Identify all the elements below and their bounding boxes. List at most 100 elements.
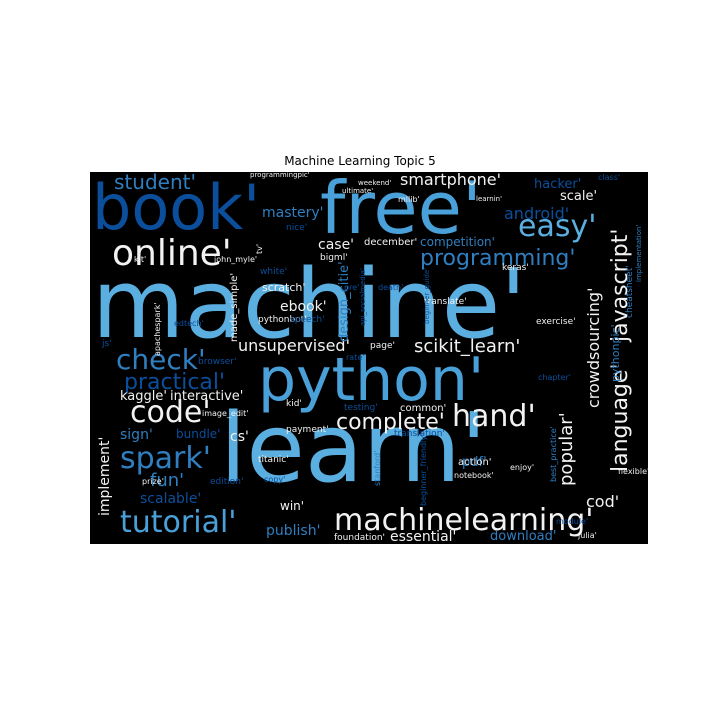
- cloud-word: cod': [586, 492, 620, 511]
- cloud-word: keras': [502, 263, 529, 273]
- cloud-word: python': [258, 345, 485, 415]
- cloud-word: essential': [390, 529, 457, 544]
- cloud-word: copy': [264, 475, 286, 484]
- cloud-word: tutorial': [120, 505, 237, 540]
- cloud-word: john_myle': [214, 255, 258, 264]
- cloud-word: tv': [255, 243, 264, 254]
- cloud-word: white': [260, 267, 288, 277]
- cloud-word: stanford': [373, 450, 382, 486]
- cloud-word: notebook': [454, 471, 494, 480]
- cloud-word: android': [504, 204, 570, 223]
- cloud-word: death': [378, 283, 404, 292]
- cloud-word: implement': [97, 436, 113, 516]
- cloud-word: nice': [286, 223, 308, 233]
- cloud-word: pdf': [462, 455, 487, 470]
- cloud-word: julia': [578, 531, 597, 540]
- cloud-word: bigml': [320, 253, 348, 263]
- cloud-word: scratch': [262, 281, 306, 294]
- cloud-word: programming': [420, 246, 576, 271]
- cloud-word: weekend': [358, 179, 392, 187]
- cloud-word: beginner_guide': [423, 267, 431, 324]
- cloud-word: check': [116, 343, 206, 376]
- cloud-word: case': [318, 237, 355, 253]
- cloud-word: kid': [286, 399, 302, 409]
- cloud-word: api_socialmedia': [359, 268, 367, 326]
- cloud-word: crowdsourcing': [584, 287, 603, 408]
- cloud-word: sign': [120, 427, 153, 443]
- cloud-word: learn': [220, 394, 487, 504]
- cloud-word: programmingpic': [250, 172, 310, 179]
- cloud-word: mastery': [262, 205, 324, 221]
- cloud-word: browser': [198, 357, 237, 367]
- cloud-word: best_practice': [549, 426, 558, 482]
- cloud-word: machine': [92, 250, 527, 360]
- cloud-word: hand': [452, 399, 536, 434]
- cloud-word: book': [92, 172, 261, 244]
- cloud-word: scalable': [140, 491, 202, 507]
- cloud-word: class': [598, 173, 621, 182]
- cloud-word: competition': [420, 235, 495, 249]
- cloud-word: made_simple': [229, 272, 240, 342]
- cloud-word: speech': [290, 315, 325, 325]
- cloud-word: pre': [344, 283, 360, 292]
- cloud-word: ebook': [280, 299, 327, 315]
- word-cloud: machine' learn' book' free' python' online' ea…: [90, 172, 648, 544]
- cloud-word: module': [556, 517, 589, 526]
- cloud-word: code': [130, 395, 211, 430]
- cloud-word: design_citie': [337, 261, 352, 342]
- cloud-word: win': [280, 499, 305, 513]
- cloud-word: kaggle': [120, 389, 167, 404]
- cloud-word: flexible': [618, 467, 648, 476]
- cloud-word: prize': [142, 477, 164, 486]
- cloud-word: image_edit': [202, 409, 249, 418]
- cloud-word: apachespark': [153, 302, 162, 356]
- cloud-word: foundation': [334, 533, 386, 543]
- cloud-word: download': [490, 529, 557, 544]
- cloud-word: easy': [518, 209, 597, 244]
- cloud-word: titanic': [258, 455, 289, 465]
- cloud-word: bundle': [176, 427, 221, 441]
- cloud-word: action': [458, 457, 492, 468]
- cloud-word: smartphone': [400, 172, 502, 189]
- cloud-word: implementation': [635, 224, 643, 282]
- cloud-word: enjoy': [510, 463, 535, 472]
- chart-title: Machine Learning Topic 5: [284, 154, 436, 168]
- cloud-word: exercise': [536, 317, 576, 327]
- cloud-word: free': [320, 172, 482, 250]
- cloud-word: december': [364, 237, 418, 248]
- cloud-word: beginner_friendly': [419, 433, 428, 506]
- cloud-word: translate': [424, 297, 467, 307]
- cloud-word: edtech': [174, 319, 204, 328]
- cloud-word: js': [102, 339, 112, 349]
- cloud-word: common': [400, 403, 447, 414]
- cloud-word: kit': [134, 255, 147, 264]
- cloud-word: pythonbot': [258, 315, 307, 325]
- cloud-word: spark': [120, 441, 212, 476]
- cloud-word: payment': [286, 425, 329, 435]
- cloud-word: rate': [346, 353, 365, 362]
- cloud-word: chapter': [538, 373, 571, 382]
- cloud-word: translation': [394, 429, 445, 439]
- cloud-word: cheatsheet': [625, 265, 635, 318]
- cloud-word: fun': [150, 470, 185, 491]
- cloud-word: popular': [556, 412, 577, 486]
- cloud-word: publish': [266, 523, 321, 539]
- cloud-word: pythonpic': [609, 324, 622, 382]
- cloud-word: complete': [336, 410, 445, 435]
- cloud-word: cs': [230, 429, 249, 445]
- cloud-word: online': [112, 233, 232, 274]
- cloud-word: scikit_learn': [414, 336, 521, 357]
- cloud-word: student': [114, 172, 196, 194]
- cloud-word: machinelearning': [334, 503, 594, 538]
- cloud-word: page': [370, 341, 395, 351]
- cloud-word: unsupervised': [238, 336, 350, 355]
- cloud-word: mllib': [398, 195, 420, 204]
- cloud-word: practical': [124, 370, 226, 395]
- cloud-word: edition': [210, 477, 244, 487]
- cloud-word: testing': [344, 403, 378, 413]
- cloud-word: scale': [560, 189, 598, 204]
- cloud-word: ultimate': [342, 187, 374, 195]
- cloud-word: interactive': [170, 389, 244, 404]
- cloud-word: hacker': [534, 177, 582, 192]
- cloud-word: learnin': [476, 195, 503, 203]
